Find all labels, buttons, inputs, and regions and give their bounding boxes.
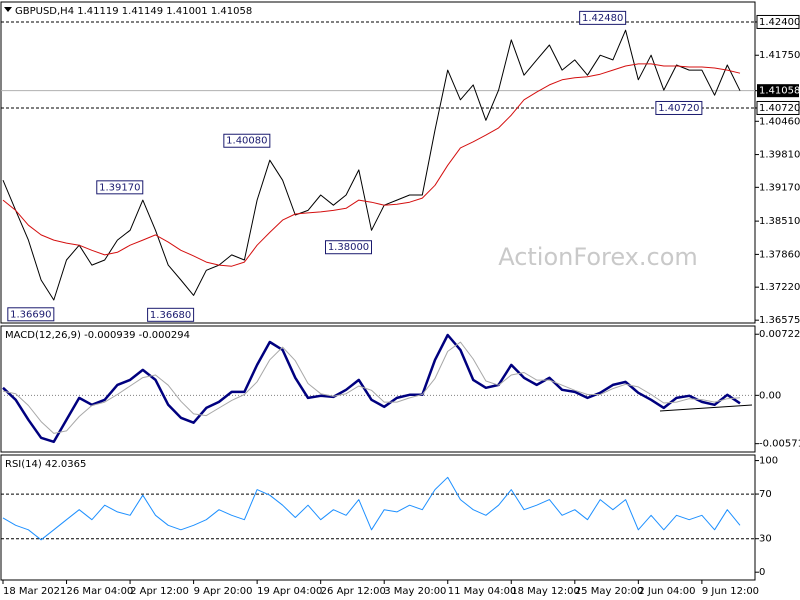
symbol-menu-icon[interactable] xyxy=(4,7,12,12)
series-line xyxy=(2,29,741,301)
y-tick-label: 0.007227 xyxy=(759,329,800,340)
x-tick-label: 11 May 04:00 xyxy=(448,586,517,597)
y-tick-label: -0.005714 xyxy=(759,439,800,450)
y-tick-label: 1.42400 xyxy=(759,17,800,28)
panel-title: GBPUSD,H4 1.41119 1.41149 1.41001 1.4105… xyxy=(15,6,252,17)
price-label-box xyxy=(7,307,55,322)
price-label-box xyxy=(96,180,144,195)
price-label: 1.40080 xyxy=(226,136,267,147)
y-tick-label: 1.36575 xyxy=(759,315,800,326)
price-label-box xyxy=(223,133,271,148)
y-tick-label: 0.00 xyxy=(759,390,781,401)
x-tick-label: 9 Jun 12:00 xyxy=(702,586,759,597)
panel-frame xyxy=(0,1,756,324)
series-line xyxy=(2,476,741,541)
y-tick-label: 1.37220 xyxy=(759,282,800,293)
y-tick-label: 30 xyxy=(759,534,772,545)
panel-title: MACD(12,26,9) -0.000939 -0.000294 xyxy=(5,330,190,341)
y-tick-label: 1.39170 xyxy=(759,182,800,193)
x-tick-label: 2 Jun 04:00 xyxy=(638,586,695,597)
x-tick-label: 19 Apr 04:00 xyxy=(257,586,322,597)
watermark: ActionForex.com xyxy=(498,243,698,271)
x-tick-label: 26 Apr 12:00 xyxy=(321,586,386,597)
level-label-box xyxy=(756,100,800,115)
level-label-box xyxy=(756,14,800,29)
series-line xyxy=(2,341,741,434)
y-tick-label: 1.41058 xyxy=(759,86,800,97)
y-tick-label: 1.38510 xyxy=(759,216,800,227)
x-tick-label: 18 May 12:00 xyxy=(511,586,580,597)
current-price-box xyxy=(757,84,799,98)
y-tick-label: 1.37860 xyxy=(759,249,800,260)
price-label-box xyxy=(579,10,627,25)
price-label: 1.36680 xyxy=(150,310,191,321)
x-tick-label: 25 May 20:00 xyxy=(575,586,644,597)
y-tick-label: 100 xyxy=(759,456,778,467)
price-label: 1.42480 xyxy=(582,13,623,24)
price-label: 1.40720 xyxy=(658,103,699,114)
series-line xyxy=(2,63,741,267)
panel-frame xyxy=(0,325,756,453)
y-tick-label: 1.39810 xyxy=(759,150,800,161)
price-label-box xyxy=(655,100,703,115)
x-tick-label: 26 Mar 04:00 xyxy=(67,586,134,597)
x-tick-label: 18 Mar 2021 xyxy=(3,586,66,597)
x-tick-label: 9 Apr 20:00 xyxy=(194,586,253,597)
panel-frame xyxy=(0,454,756,581)
trend-line xyxy=(659,404,753,412)
price-label: 1.36690 xyxy=(10,309,51,320)
y-tick-label: 70 xyxy=(759,489,772,500)
y-tick-label: 0 xyxy=(759,567,765,578)
y-tick-label: 1.40460 xyxy=(759,116,800,127)
series-line xyxy=(2,333,741,444)
panel-title: RSI(14) 42.0365 xyxy=(5,459,86,470)
x-tick-label: 2 Apr 12:00 xyxy=(130,586,189,597)
price-label: 1.38000 xyxy=(328,242,369,253)
y-tick-label: 1.40720 xyxy=(759,103,800,114)
x-tick-label: 3 May 20:00 xyxy=(384,586,446,597)
price-label-box xyxy=(325,240,372,255)
price-label: 1.39170 xyxy=(99,182,140,193)
y-tick-label: 1.41750 xyxy=(759,50,800,61)
price-label-box xyxy=(147,307,195,322)
